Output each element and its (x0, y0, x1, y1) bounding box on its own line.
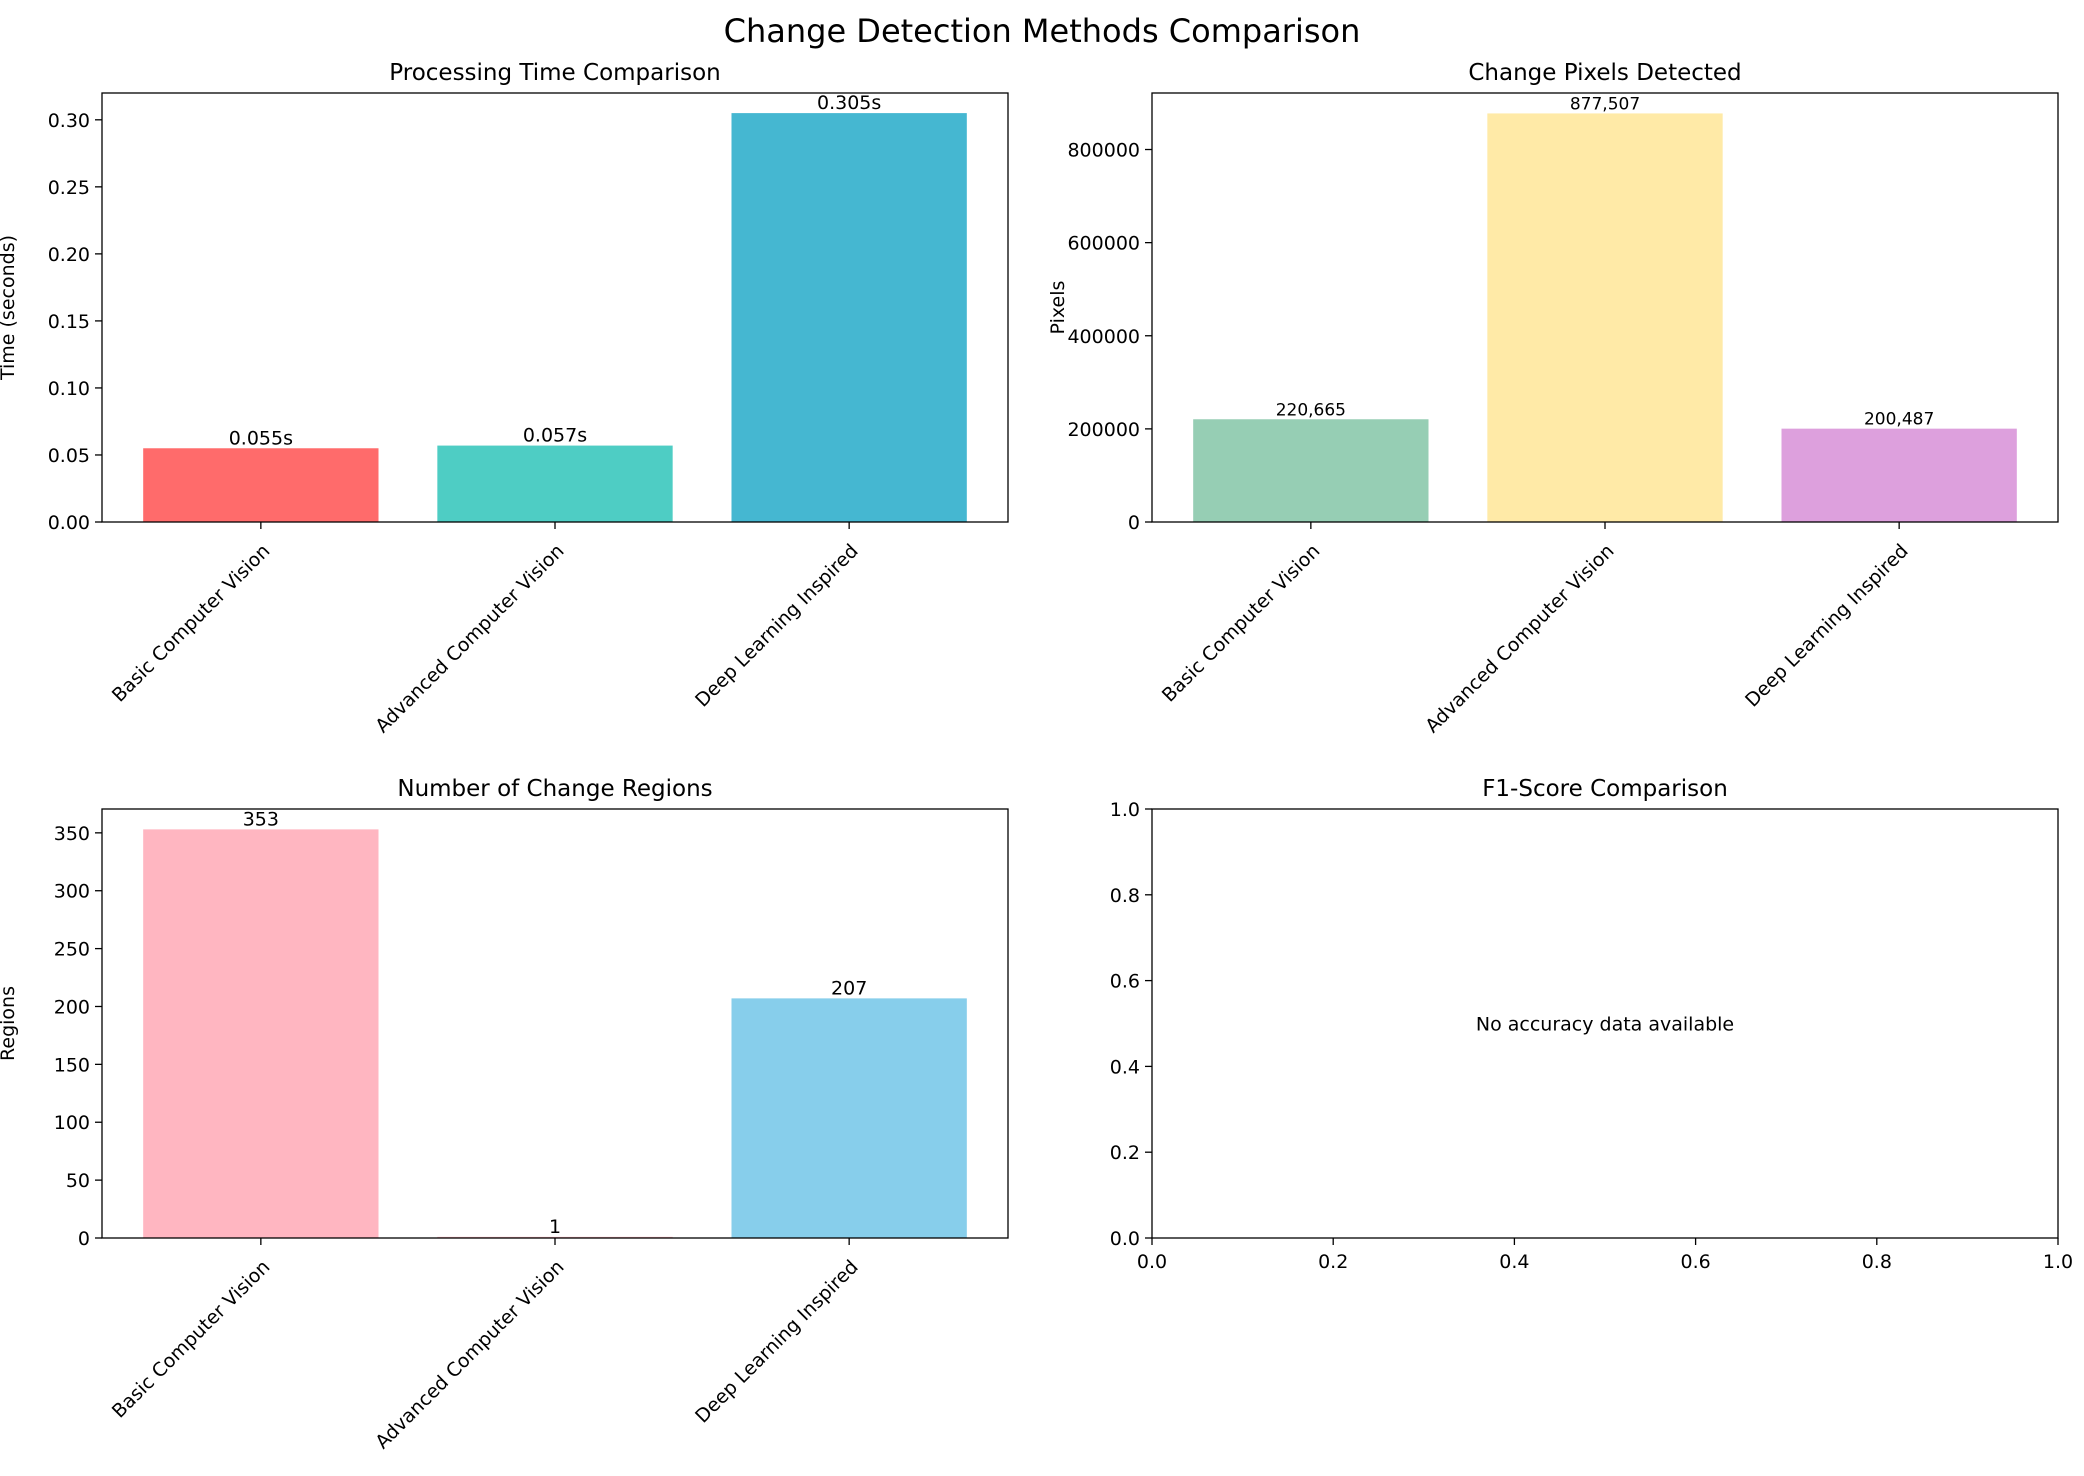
y-tick-label: 0.2 (1110, 1142, 1140, 1164)
bar-3 (731, 113, 967, 522)
y-tick-label: 0 (78, 1228, 90, 1250)
axes-frame (1151, 808, 2059, 1239)
axes-frame (101, 92, 1009, 523)
y-axis-label: Pixels (1047, 281, 1069, 335)
bar-1 (143, 448, 379, 522)
bar-value-label-1: 220,665 (1276, 400, 1346, 420)
bar-2 (1487, 113, 1723, 523)
x-tick-label: 0.2 (1318, 1251, 1348, 1273)
y-tick-label: 200000 (1067, 419, 1140, 441)
y-tick-label: 300 (54, 881, 90, 903)
bar-value-label-3: 0.305s (817, 92, 881, 114)
bar-value-label-3: 200,487 (1864, 410, 1934, 430)
y-tick-label: 1.0 (1110, 799, 1140, 821)
chart-title: Processing Time Comparison (389, 60, 720, 86)
y-tick-label: 0.6 (1110, 971, 1140, 993)
y-tick-label: 0.25 (48, 177, 90, 199)
bar-3 (1781, 428, 2017, 522)
y-axis-label: Time (seconds) (0, 235, 19, 381)
y-tick-label: 0.15 (48, 311, 90, 333)
bar-value-label-2: 1 (549, 1216, 561, 1238)
chart-title: F1-Score Comparison (1482, 776, 1728, 802)
y-tick-label: 0.8 (1110, 885, 1140, 907)
y-tick-label: 800000 (1067, 140, 1140, 162)
x-tick-label: 1.0 (2043, 1251, 2073, 1273)
y-tick-label: 0.00 (48, 512, 90, 534)
bar-1 (1193, 419, 1429, 522)
axes-frame (101, 808, 1009, 1239)
bar-2 (437, 445, 673, 522)
y-tick-label: 250 (54, 939, 90, 961)
bar-value-label-2: 0.057s (523, 425, 587, 447)
chart-title: Change Pixels Detected (1468, 60, 1741, 86)
x-tick-label: 0.8 (1862, 1251, 1892, 1273)
bar-value-label-3: 207 (831, 977, 867, 999)
bar-value-label-1: 353 (243, 808, 279, 830)
y-tick-label: 100 (54, 1112, 90, 1134)
y-tick-label: 600000 (1067, 233, 1140, 255)
x-tick-label: 0.0 (1137, 1251, 1167, 1273)
y-tick-label: 150 (54, 1054, 90, 1076)
y-tick-label: 0.30 (48, 110, 90, 132)
y-tick-label: 200 (54, 996, 90, 1018)
bar-3 (731, 998, 967, 1238)
y-tick-label: 0.05 (48, 445, 90, 467)
chart-panel-4: F1-Score Comparison 0.0 0.2 0.4 0.6 0.8 1.0 0.0… (1110, 776, 2073, 1273)
y-tick-label: 350 (54, 823, 90, 845)
bar-value-label-1: 0.055s (229, 427, 293, 449)
bar-value-label-2: 877,507 (1570, 94, 1640, 114)
y-tick-label: 400000 (1067, 326, 1140, 348)
x-tick-label: 0.4 (1499, 1251, 1529, 1273)
axes-frame (1151, 92, 2059, 523)
y-tick-label: 0.4 (1110, 1056, 1140, 1078)
y-tick-label: 0 (1128, 512, 1140, 534)
figure-suptitle: Change Detection Methods Comparison (724, 12, 1361, 50)
y-tick-label: 0.0 (1110, 1228, 1140, 1250)
chart-title: Number of Change Regions (397, 776, 712, 802)
bar-1 (143, 829, 379, 1238)
x-tick-label: 0.6 (1680, 1251, 1710, 1273)
y-tick-label: 0.20 (48, 244, 90, 266)
empty-chart-message: No accuracy data available (1476, 1014, 1734, 1036)
y-tick-label: 0.10 (48, 378, 90, 400)
y-tick-label: 50 (66, 1170, 90, 1192)
y-axis-label: Regions (0, 986, 19, 1061)
